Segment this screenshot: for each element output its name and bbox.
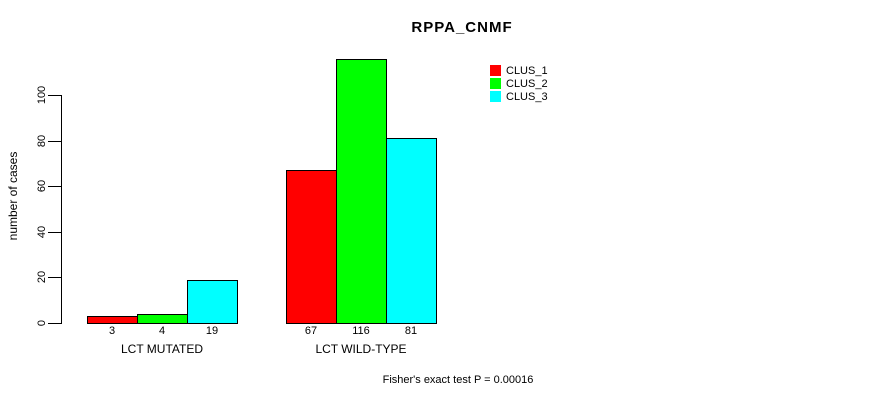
bar-clus-2-lct-wild-type	[336, 59, 387, 324]
y-tick-label-20: 20	[36, 270, 48, 284]
legend: CLUS_1 CLUS_2 CLUS_3	[490, 64, 548, 103]
y-axis-label: number of cases	[6, 151, 20, 241]
bar-value-label-clus-3-lct-mutated: 19	[205, 325, 219, 337]
legend-label-clus-3: CLUS_3	[506, 90, 548, 103]
y-tick-label-100: 100	[36, 85, 48, 105]
bar-value-label-clus-3-lct-wild-type: 81	[404, 325, 418, 337]
y-tick-label-60: 60	[36, 179, 48, 193]
footer-text: Fisher's exact test P = 0.00016	[382, 374, 534, 386]
bar-value-label-clus-1-lct-mutated: 3	[108, 325, 116, 337]
legend-swatch-clus-1	[490, 65, 501, 76]
legend-label-clus-2: CLUS_2	[506, 77, 548, 90]
y-axis-line	[61, 95, 62, 324]
category-label-lct-mutated: LCT MUTATED	[120, 342, 204, 356]
legend-swatch-clus-3	[490, 91, 501, 102]
category-label-lct-wild-type: LCT WILD-TYPE	[315, 342, 407, 356]
bar-value-label-clus-2-lct-mutated: 4	[158, 325, 166, 337]
y-tick-label-40: 40	[36, 225, 48, 239]
bar-clus-1-lct-mutated	[87, 316, 138, 324]
legend-swatch-clus-2	[490, 78, 501, 89]
legend-item-clus-2: CLUS_2	[490, 77, 548, 90]
bar-value-label-clus-2-lct-wild-type: 116	[352, 325, 370, 337]
bar-clus-2-lct-mutated	[137, 314, 188, 324]
y-tick-mark-60	[48, 186, 61, 187]
legend-label-clus-1: CLUS_1	[506, 64, 548, 77]
bar-clus-3-lct-wild-type	[386, 138, 437, 324]
legend-item-clus-1: CLUS_1	[490, 64, 548, 77]
chart-title: RPPA_CNMF	[411, 19, 513, 36]
y-tick-mark-100	[48, 95, 61, 96]
y-tick-mark-0	[48, 323, 61, 324]
y-tick-label-80: 80	[36, 134, 48, 148]
legend-item-clus-3: CLUS_3	[490, 90, 548, 103]
y-tick-label-0: 0	[36, 319, 48, 327]
y-tick-mark-20	[48, 277, 61, 278]
bar-clus-1-lct-wild-type	[286, 170, 337, 324]
y-tick-mark-40	[48, 232, 61, 233]
bar-value-label-clus-1-lct-wild-type: 67	[304, 325, 318, 337]
bar-clus-3-lct-mutated	[187, 280, 238, 324]
y-tick-mark-80	[48, 141, 61, 142]
